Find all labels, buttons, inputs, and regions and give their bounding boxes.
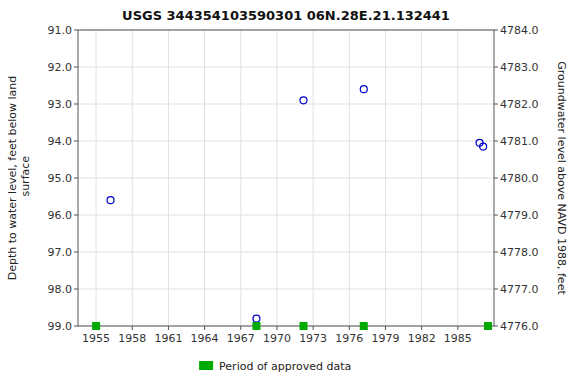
point (299, 322, 307, 330)
point (360, 86, 367, 93)
title: USGS 344354103590301 06N.28E.21.132441 (122, 8, 450, 23)
plot-frame (78, 30, 494, 326)
y-tick-label: 95.0 (48, 172, 73, 185)
y2-tick-label: 4779.0 (500, 209, 539, 222)
y2-tick-label: 4777.0 (500, 283, 539, 296)
y-tick (74, 104, 78, 105)
y2-tick-label: 4780.0 (500, 172, 539, 185)
y-tick (74, 252, 78, 253)
point (300, 97, 307, 104)
y2-tick-label: 4782.0 (500, 98, 539, 111)
y-tick-label: 94.0 (48, 135, 73, 148)
y-tick-label: 96.0 (48, 209, 73, 222)
marks (92, 86, 492, 330)
x-tick (421, 326, 422, 330)
grid (78, 30, 494, 326)
y-axis: 91.0 92.0 93.0 94.0 95.0 96.0 97.0 98.0 99.0 (48, 24, 79, 333)
x-tick (313, 326, 314, 330)
y-tick (74, 289, 78, 290)
y2-tick (494, 326, 498, 327)
x-tick-label: 1961 (154, 332, 182, 345)
series (107, 86, 487, 322)
y-tick (74, 30, 78, 31)
x-tick-label: 1967 (227, 332, 255, 345)
x-tick (132, 326, 133, 330)
x-tick (385, 326, 386, 330)
y2-tick-label: 4776.0 (500, 320, 539, 333)
grid-line-y (78, 252, 494, 253)
y2-tick-label: 4781.0 (500, 135, 539, 148)
y2-tick (494, 104, 498, 105)
y-axis-label: Depth to water level, feet below land su… (6, 76, 32, 281)
x-tick-label: 1970 (263, 332, 291, 345)
point (253, 315, 260, 322)
x-tick-label: 1958 (118, 332, 146, 345)
y-tick (74, 67, 78, 68)
y-tick (74, 326, 78, 327)
grid-line-y (78, 141, 494, 142)
y-axis-label-line: Depth to water level, feet below land (6, 76, 19, 281)
y2-tick (494, 67, 498, 68)
grid-line-y (78, 67, 494, 68)
x-tick (168, 326, 169, 330)
point (252, 322, 260, 330)
grid-line-y (78, 215, 494, 216)
y2-tick (494, 252, 498, 253)
x-tick-label: 1979 (371, 332, 399, 345)
y-tick-label: 91.0 (48, 24, 73, 37)
x-tick (349, 326, 350, 330)
y2-tick-label: 4784.0 (500, 24, 539, 37)
y2-tick (494, 141, 498, 142)
y-tick-label: 92.0 (48, 61, 73, 74)
x-tick-label: 1985 (444, 332, 472, 345)
y2-axis: 4784.0 4783.0 4782.0 4781.0 4780.0 4779.0 4778… (494, 24, 539, 333)
x-tick-label: 1964 (191, 332, 219, 345)
point (480, 143, 487, 150)
x-axis: 1955 1958 1961 1964 1967 1970 1973 1976 1979 1982… (82, 326, 472, 345)
y2-tick (494, 215, 498, 216)
point (107, 197, 114, 204)
grid-line-y (78, 178, 494, 179)
y-axis-label-line: surface (19, 156, 32, 200)
x-tick-label: 1982 (408, 332, 436, 345)
x-tick (240, 326, 241, 330)
y2-axis-label: Groundwater level above NAVD 1988, feet (555, 61, 568, 295)
x-tick-label: 1973 (299, 332, 327, 345)
legend-label: Period of approved data (219, 360, 351, 373)
grid-line-y (78, 289, 494, 290)
point (484, 322, 492, 330)
y-tick (74, 141, 78, 142)
y-tick (74, 215, 78, 216)
x-tick (204, 326, 205, 330)
legend-swatch (199, 361, 213, 370)
legend: Period of approved data (199, 360, 351, 373)
y2-tick-label: 4783.0 (500, 61, 539, 74)
y2-tick (494, 289, 498, 290)
y2-tick (494, 30, 498, 31)
y-tick-label: 93.0 (48, 98, 73, 111)
x-tick (276, 326, 277, 330)
x-tick (457, 326, 458, 330)
y-tick-label: 99.0 (48, 320, 73, 333)
point (92, 322, 100, 330)
y-tick-label: 97.0 (48, 246, 73, 259)
grid-line-y (78, 104, 494, 105)
y2-tick-label: 4778.0 (500, 246, 539, 259)
chart: 1955 1958 1961 1964 1967 1970 1973 1976 1979 1982… (0, 0, 576, 384)
x-tick-label: 1976 (335, 332, 363, 345)
x-tick-label: 1955 (82, 332, 110, 345)
y2-tick (494, 178, 498, 179)
y-tick-label: 98.0 (48, 283, 73, 296)
series (92, 322, 492, 330)
point (360, 322, 368, 330)
y-tick (74, 178, 78, 179)
